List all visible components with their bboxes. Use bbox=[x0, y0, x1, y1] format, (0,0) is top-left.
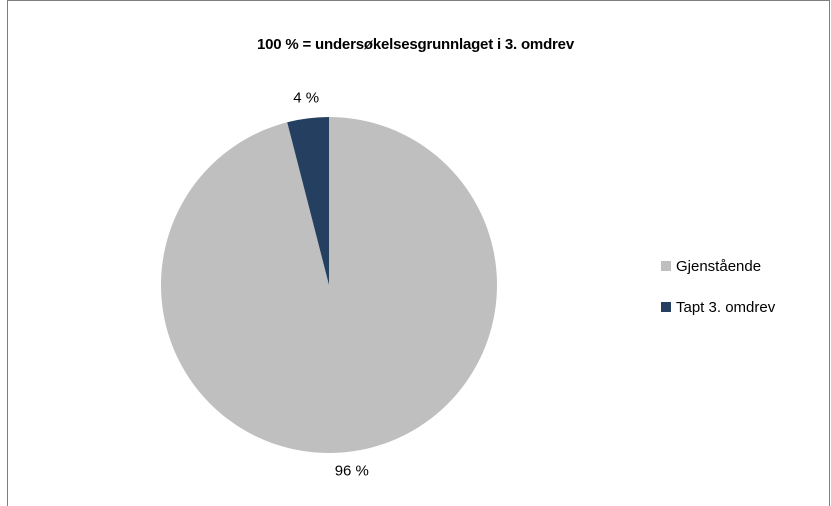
slice-label-1: 4 % bbox=[293, 89, 319, 106]
pie-slices bbox=[160, 117, 498, 454]
slice-label-0: 96 % bbox=[335, 463, 369, 480]
pie-slice-1 bbox=[287, 117, 329, 285]
legend-item-tapt: Tapt 3. omdrev bbox=[661, 297, 826, 317]
legend-swatch-gjenstaende bbox=[661, 261, 671, 271]
legend-label-gjenstaende: Gjenstående bbox=[676, 257, 762, 275]
legend: Gjenstående Tapt 3. omdrev bbox=[661, 256, 826, 338]
legend-label-tapt: Tapt 3. omdrev bbox=[676, 298, 776, 316]
legend-item-gjenstaende: Gjenstående bbox=[661, 256, 826, 276]
legend-swatch-tapt bbox=[661, 302, 671, 312]
pie-labels: 96 % 4 % bbox=[293, 89, 369, 479]
chart-title: 100 % = undersøkelsesgrunnlaget i 3. omd… bbox=[257, 36, 574, 53]
